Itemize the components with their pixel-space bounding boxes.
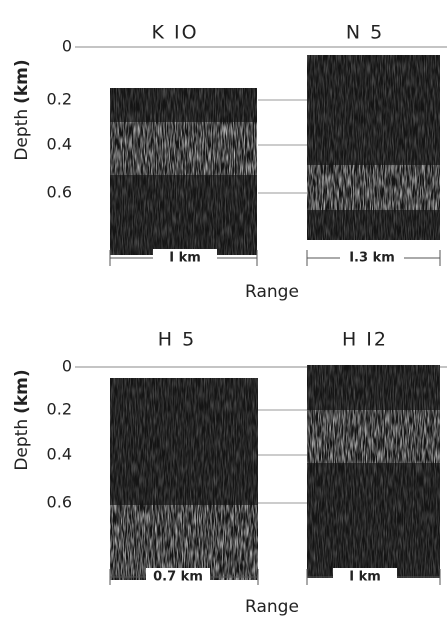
y-tick-label: 0.2: [47, 90, 72, 109]
scale-label: I km: [169, 251, 201, 266]
panel-title: H 5: [158, 329, 196, 351]
x-axis-label: Range: [245, 597, 299, 617]
scale-label: I km: [349, 570, 381, 585]
y-tick-label: 0: [62, 357, 72, 376]
echogram-bright-band: [307, 165, 440, 210]
y-tick-label: 0.2: [47, 400, 72, 419]
y-axis-label-text: Depth: [12, 419, 32, 471]
y-axis-label: Depth (km): [12, 59, 32, 160]
y-tick-label: 0: [62, 37, 72, 56]
y-axis-label: Depth (km): [12, 369, 32, 470]
echogram-texture: [307, 365, 440, 578]
scale-label-bg: [153, 249, 217, 267]
y-tick-label: 0.6: [47, 183, 72, 202]
y-tick-label: 0.4: [47, 135, 72, 154]
panel-title: H I2: [342, 329, 388, 351]
panel-title: K IO: [151, 22, 198, 44]
echogram-bright-band: [307, 410, 440, 463]
scale-label-bg: [146, 568, 210, 586]
echogram-bright-band: [110, 122, 257, 175]
y-axis-unit: (km): [12, 59, 32, 104]
echogram-texture: [307, 55, 440, 240]
panel-title: N 5: [346, 22, 384, 44]
x-axis-label: Range: [245, 282, 299, 302]
y-tick-label: 0.6: [47, 493, 72, 512]
scale-label: I.3 km: [349, 251, 395, 266]
scale-label: 0.7 km: [153, 570, 203, 585]
echogram-bright-band: [110, 505, 258, 580]
y-axis-label-text: Depth: [12, 109, 32, 161]
scale-label-bg: [340, 249, 404, 267]
y-axis-unit: (km): [12, 369, 32, 414]
scale-label-bg: [333, 568, 397, 586]
y-tick-label: 0.4: [47, 445, 72, 464]
